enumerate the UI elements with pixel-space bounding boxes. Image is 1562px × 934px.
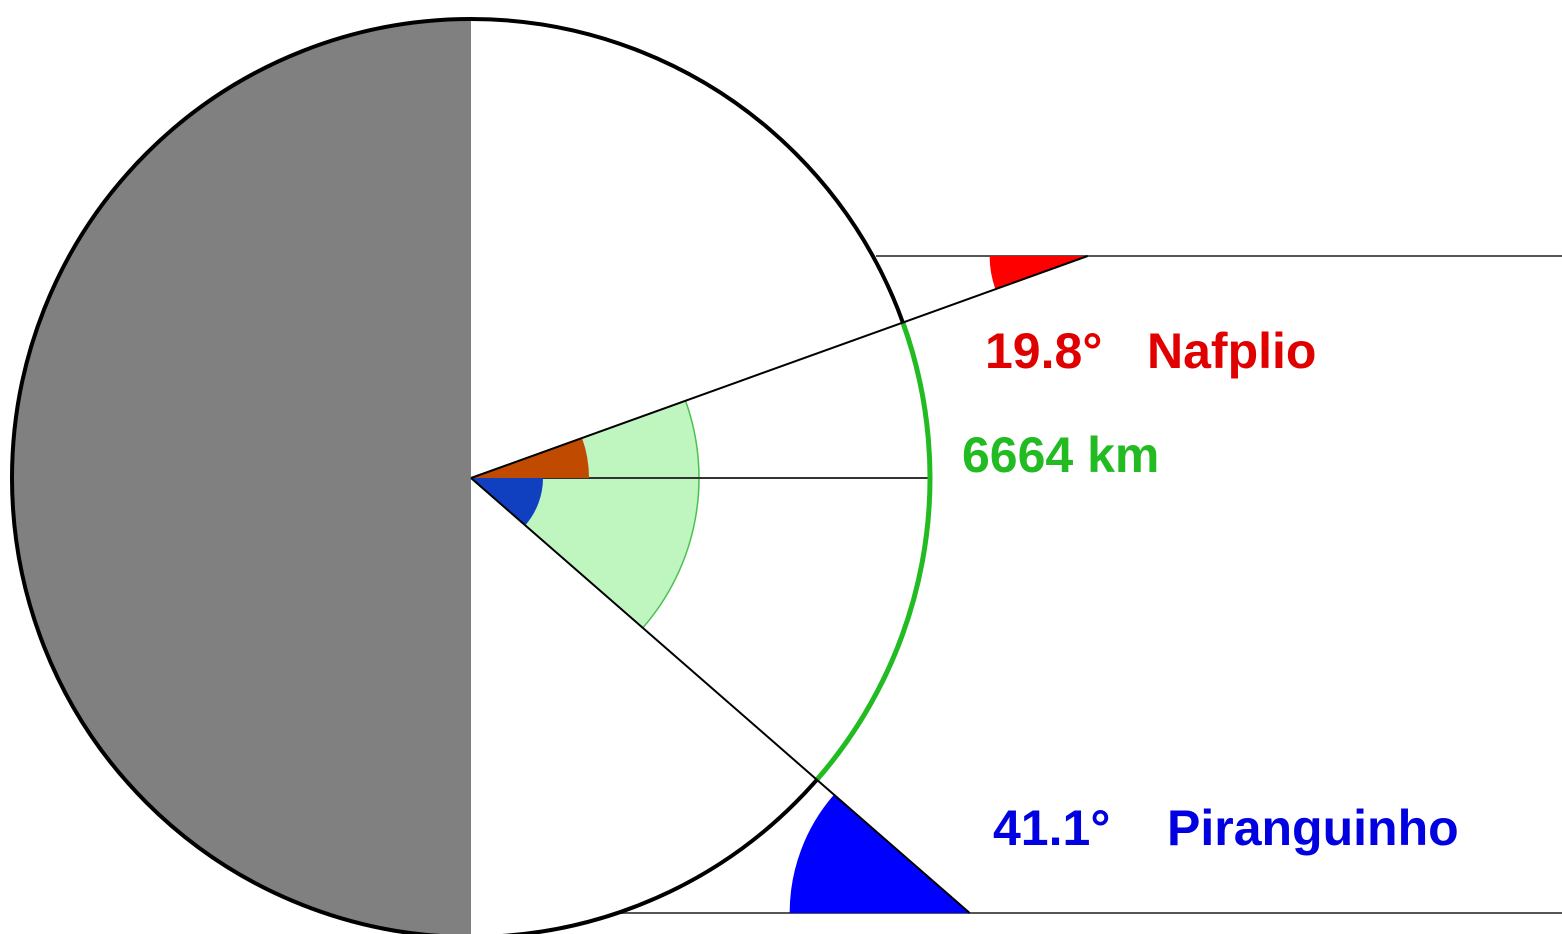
distance-arc xyxy=(815,321,933,782)
piranguinho-center-angle-wedge xyxy=(471,478,543,526)
distance-label: 6664 km xyxy=(962,427,1159,483)
nafplio-name-label: Nafplio xyxy=(1147,323,1316,379)
piranguinho-angle-label: 41.1° xyxy=(993,800,1110,856)
nafplio-angle-label: 19.8° xyxy=(985,323,1102,379)
radius-line-nafplio xyxy=(470,255,1088,479)
radius-line-piranguinho xyxy=(470,477,971,914)
central-angle-sector xyxy=(469,399,700,629)
piranguinho-name-label: Piranguinho xyxy=(1167,800,1459,856)
earth-night-half xyxy=(12,20,471,934)
piranguinho-elevation-angle-wedge xyxy=(789,794,970,913)
